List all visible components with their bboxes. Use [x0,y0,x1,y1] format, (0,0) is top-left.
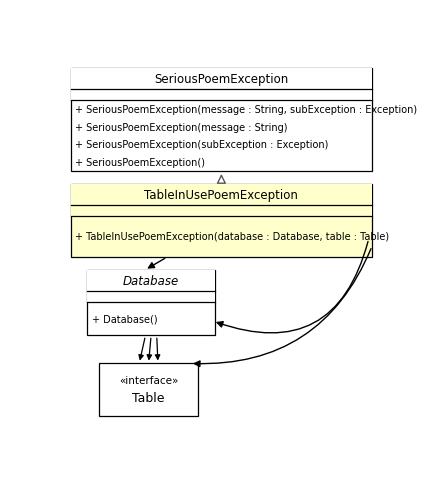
Text: TableInUsePoemException: TableInUsePoemException [144,189,299,201]
Text: + TableInUsePoemException(database : Database, table : Table): + TableInUsePoemException(database : Dat… [75,232,389,242]
Bar [71,185,372,257]
Bar [71,69,372,90]
Bar [71,90,372,101]
Text: + SeriousPoemException(): + SeriousPoemException() [75,158,205,168]
Text: + Database(): + Database() [92,314,157,324]
Text: + SeriousPoemException(subException : Exception): + SeriousPoemException(subException : Ex… [75,140,328,150]
Text: «interface»: «interface» [119,376,178,385]
Text: + SeriousPoemException(message : String, subException : Exception): + SeriousPoemException(message : String,… [75,105,417,115]
Text: + SeriousPoemException(message : String): + SeriousPoemException(message : String) [75,122,288,133]
Bar [87,291,215,302]
Bar [87,271,215,336]
Bar [71,205,372,216]
Bar [71,185,372,205]
Text: Database: Database [123,274,179,287]
Text: Table: Table [132,391,165,404]
Bar [99,363,198,416]
Bar [71,69,372,172]
Text: SeriousPoemException: SeriousPoemException [154,73,289,86]
Bar [87,271,215,291]
